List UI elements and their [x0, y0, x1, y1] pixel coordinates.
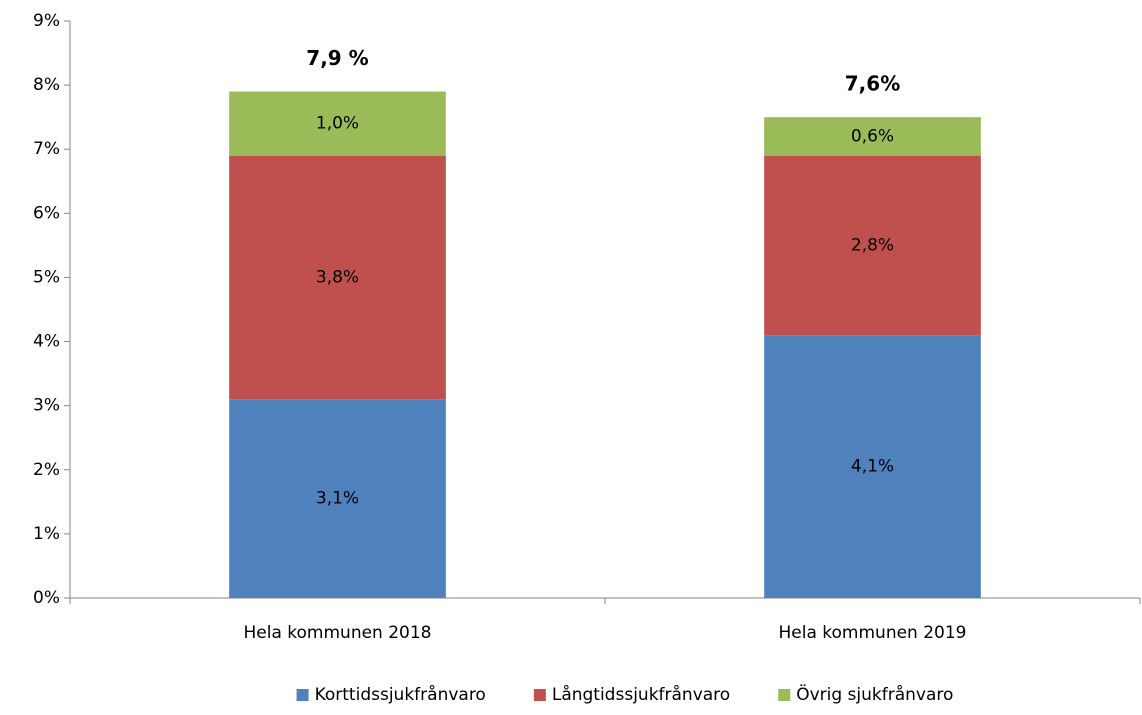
bar-segment [764, 335, 981, 598]
y-tick-label: 4% [33, 332, 60, 352]
y-tick-label: 7% [33, 139, 60, 159]
total-label: 7,9 % [306, 46, 368, 70]
legend-marker [296, 689, 309, 701]
data-label: 3,1% [316, 489, 359, 509]
bar-segment [764, 117, 981, 156]
y-tick-label: 6% [33, 203, 60, 223]
legend-label: Korttidssjukfrånvaro [315, 684, 486, 705]
x-tick-label: Hela kommunen 2019 [779, 623, 967, 643]
bar-segment [764, 155, 981, 336]
legend-marker [533, 689, 546, 701]
legend-marker [778, 689, 791, 701]
data-label: 1,0% [316, 114, 359, 134]
bar-segment [229, 155, 446, 400]
y-tick-label: 8% [33, 75, 60, 95]
data-label: 4,1% [851, 457, 894, 477]
y-tick-label: 9% [33, 11, 60, 31]
y-tick-label: 1% [33, 524, 60, 544]
legend-label: Övrig sjukfrånvaro [796, 683, 953, 705]
total-label: 7,6% [845, 72, 900, 96]
y-tick-label: 0% [33, 588, 60, 608]
bar-segment [229, 91, 446, 156]
data-label: 0,6% [851, 126, 894, 146]
y-tick-label: 5% [33, 267, 60, 287]
y-tick-label: 3% [33, 396, 60, 416]
legend-label: Långtidssjukfrånvaro [552, 684, 730, 705]
x-tick-label: Hela kommunen 2018 [244, 623, 432, 643]
data-label: 2,8% [851, 235, 894, 255]
bar-segment [229, 399, 446, 598]
y-tick-label: 2% [33, 460, 60, 480]
data-label: 3,8% [316, 267, 359, 287]
